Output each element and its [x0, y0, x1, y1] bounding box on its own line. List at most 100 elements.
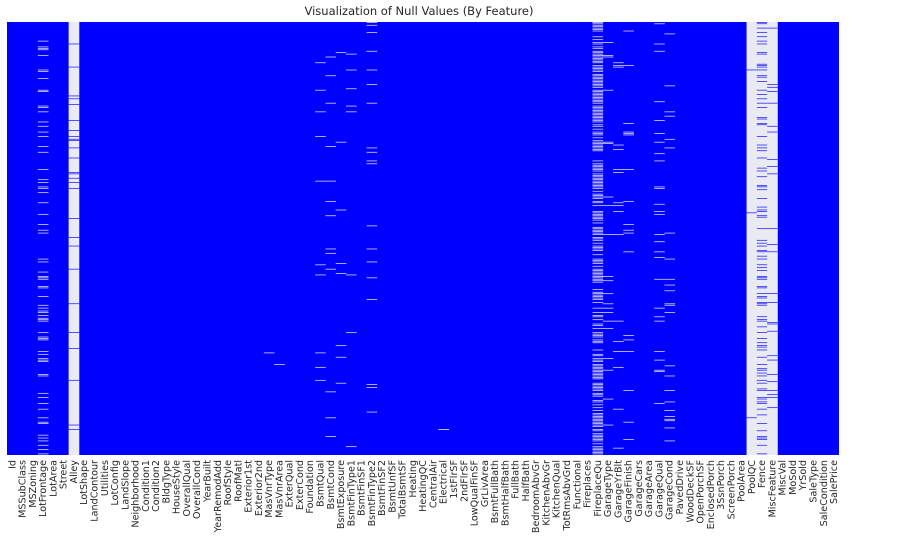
- present-cell: [68, 66, 80, 68]
- missing-cell: [592, 268, 604, 270]
- missing-cell: [623, 232, 634, 234]
- present-cell: [767, 166, 778, 167]
- present-cell: [767, 397, 778, 398]
- x-tick-label: Foundation: [305, 460, 316, 514]
- present-cell: [756, 102, 768, 104]
- missing-cell: [664, 290, 676, 292]
- missing-cell: [592, 69, 604, 71]
- x-tick-label: HouseStyle: [172, 460, 183, 514]
- missing-cell: [602, 276, 614, 277]
- missing-cell: [37, 49, 49, 51]
- missing-cell: [623, 351, 634, 352]
- missing-cell: [592, 424, 604, 426]
- present-cell: [756, 185, 768, 186]
- x-tick-label: GarageFinish: [624, 460, 635, 522]
- present-cell: [756, 293, 768, 294]
- missing-cell: [664, 138, 676, 140]
- missing-cell: [592, 75, 604, 77]
- missing-cell: [592, 414, 604, 416]
- missing-cell: [592, 293, 604, 295]
- x-tick-label: BsmtFinType2: [367, 460, 378, 526]
- x-tick-label: OverallCond: [192, 460, 203, 519]
- missing-cell: [37, 146, 49, 147]
- missing-cell: [366, 277, 378, 279]
- missing-cell: [592, 43, 604, 45]
- missing-cell: [325, 436, 337, 437]
- missing-cell: [592, 115, 604, 117]
- missing-cell: [592, 84, 604, 85]
- missing-cell: [592, 205, 604, 207]
- missing-cell: [592, 271, 604, 273]
- missing-cell: [37, 261, 49, 263]
- missing-cell: [315, 352, 326, 354]
- present-cell: [756, 258, 768, 260]
- x-tick-label: CentralAir: [428, 460, 439, 508]
- present-cell: [756, 157, 768, 159]
- missing-cell: [592, 364, 604, 365]
- missing-cell: [345, 446, 357, 448]
- missing-cell: [664, 111, 676, 113]
- present-cell: [756, 326, 768, 328]
- missing-cell: [592, 434, 604, 436]
- present-cell: [68, 218, 80, 219]
- missing-cell: [366, 22, 378, 23]
- missing-cell: [37, 453, 49, 455]
- missing-cell: [592, 186, 604, 188]
- missing-cell: [592, 319, 604, 321]
- missing-cell: [37, 314, 49, 316]
- missing-cell: [366, 32, 378, 33]
- missing-cell: [592, 332, 604, 334]
- missing-cell: [366, 225, 378, 227]
- present-cell: [767, 330, 778, 332]
- present-cell: [68, 332, 80, 333]
- present-cell: [756, 251, 768, 253]
- missing-cell: [37, 89, 49, 91]
- present-cell: [756, 382, 768, 384]
- present-cell: [68, 177, 80, 179]
- missing-cell: [315, 180, 326, 182]
- missing-cell: [592, 110, 604, 111]
- present-cell: [756, 302, 768, 303]
- present-cell: [756, 278, 768, 280]
- missing-cell: [592, 219, 604, 221]
- missing-cell: [592, 193, 604, 195]
- missing-cell: [602, 307, 614, 309]
- missing-cell: [37, 276, 49, 277]
- missing-cell: [37, 69, 49, 71]
- missing-cell: [592, 229, 604, 231]
- x-tick-label: GarageArea: [644, 460, 655, 517]
- missing-cell: [592, 378, 604, 380]
- present-cell: [68, 173, 80, 175]
- missing-cell: [366, 69, 378, 71]
- missing-cell: [592, 180, 604, 182]
- x-tick-label: FireplaceQu: [593, 460, 604, 517]
- chart-title: Visualization of Null Values (By Feature…: [305, 4, 534, 18]
- missing-cell: [592, 102, 604, 104]
- missing-cell: [37, 361, 49, 362]
- present-cell: [756, 379, 768, 381]
- missing-cell: [592, 314, 604, 316]
- present-cell: [767, 394, 778, 396]
- missing-cell: [592, 62, 604, 64]
- x-tick-label: Electrical: [439, 460, 450, 504]
- missing-cell: [592, 437, 604, 439]
- present-cell: [756, 437, 768, 439]
- missing-cell: [592, 421, 604, 423]
- missing-cell: [592, 212, 604, 214]
- present-cell: [756, 403, 768, 404]
- missing-cell: [37, 358, 49, 360]
- present-cell: [767, 125, 778, 127]
- missing-cell: [592, 166, 604, 168]
- missing-cell: [592, 112, 604, 114]
- present-cell: [767, 251, 778, 253]
- missing-cell: [37, 224, 49, 225]
- missing-cell: [592, 436, 604, 437]
- present-cell: [756, 123, 768, 124]
- missing-cell: [592, 55, 604, 56]
- missing-cell: [37, 392, 49, 394]
- missing-cell: [623, 30, 634, 32]
- missing-cell: [602, 398, 614, 400]
- missing-cell: [592, 79, 604, 81]
- missing-cell: [592, 190, 604, 192]
- missing-cell: [592, 369, 604, 371]
